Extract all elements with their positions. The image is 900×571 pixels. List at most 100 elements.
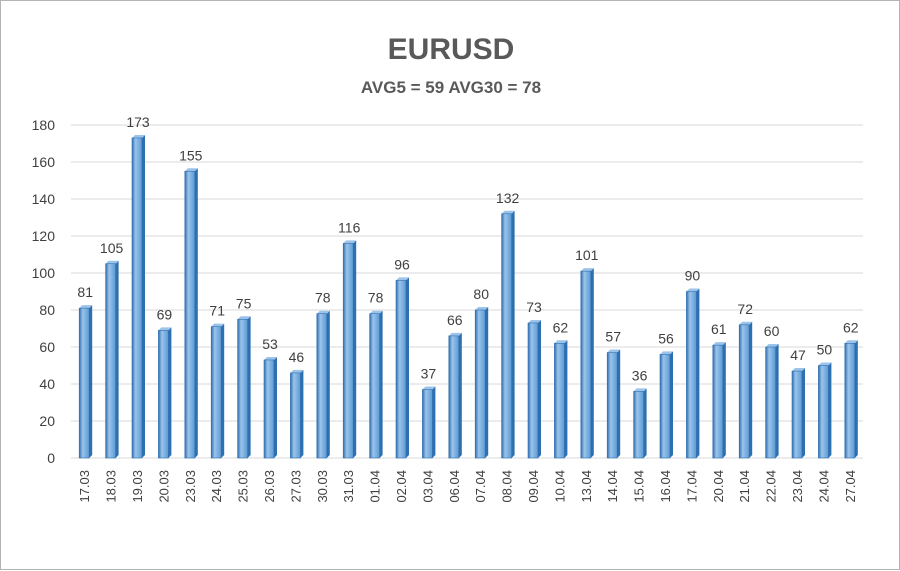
bar-top: [290, 369, 304, 373]
bar-top: [528, 319, 541, 323]
bar: [369, 310, 383, 459]
bar: [501, 210, 515, 459]
x-tick-label: 31.03: [341, 470, 356, 503]
data-label: 71: [209, 303, 225, 319]
bar: [554, 340, 568, 459]
bar-front: [342, 243, 354, 459]
bar-top: [501, 210, 515, 214]
x-tick-label: 23.04: [790, 470, 805, 503]
data-label: 53: [262, 336, 278, 352]
bar-side: [406, 277, 409, 458]
data-label: 72: [737, 301, 753, 317]
bar-side: [749, 321, 753, 458]
bar-side: [458, 332, 462, 458]
bar-side: [142, 134, 145, 458]
bar: [791, 368, 805, 459]
bar-side: [828, 362, 832, 458]
bar-top: [686, 288, 700, 292]
bar-side: [353, 240, 357, 458]
data-label: 50: [817, 342, 833, 358]
bar-side: [485, 307, 489, 458]
data-label: 73: [526, 299, 542, 315]
bar-side: [511, 210, 515, 458]
bar-front: [474, 309, 486, 459]
data-label: 78: [315, 290, 331, 306]
bar-side: [326, 310, 330, 458]
bar-front: [765, 346, 776, 459]
x-tick-label: 10.04: [552, 470, 567, 503]
y-tick-label: 0: [47, 450, 55, 466]
bar: [290, 369, 304, 459]
bar-side: [722, 342, 726, 458]
bar: [316, 310, 330, 459]
x-tick-label: 01.04: [368, 470, 383, 503]
x-tick-label: 27.04: [843, 470, 858, 503]
data-label: 101: [575, 247, 599, 263]
bar: [765, 344, 779, 459]
bar-front: [686, 291, 697, 459]
bar-side: [300, 369, 304, 458]
data-label: 116: [338, 219, 361, 235]
x-tick-label: 09.04: [526, 470, 541, 503]
bar-top: [475, 307, 489, 310]
bar-top: [554, 340, 568, 344]
bar: [606, 349, 621, 459]
data-label: 81: [77, 284, 93, 300]
bar-front: [580, 270, 592, 459]
y-tick-label: 120: [32, 228, 56, 244]
bar-front: [395, 280, 407, 459]
bar-front: [501, 213, 512, 459]
y-tick-label: 180: [32, 117, 56, 133]
x-axis-ticks: 17.03 18.03 19.03 20.03 23.03 24.03 25.03 26.03…: [77, 470, 858, 503]
data-label: 60: [764, 323, 780, 339]
bar-front: [78, 307, 90, 459]
bar-side: [538, 319, 541, 458]
bar: [237, 316, 251, 459]
chart-subtitle: AVG5 = 59 AVG30 = 78: [361, 78, 541, 97]
x-tick-label: 17.04: [684, 470, 699, 503]
data-label: 75: [236, 295, 252, 311]
bar-side: [617, 349, 621, 458]
bar-front: [131, 137, 143, 459]
y-axis-ticks: 0 20 40 60 80 100 120 140 160 180: [32, 117, 56, 466]
bar: [158, 327, 172, 459]
bar: [263, 356, 277, 459]
y-tick-label: 40: [39, 376, 55, 392]
data-label: 78: [368, 290, 384, 306]
data-label: 132: [496, 190, 520, 206]
bar-top: [792, 368, 805, 372]
bar-front: [738, 324, 750, 459]
bar-front: [791, 370, 803, 459]
bar-top: [396, 277, 409, 281]
data-label: 80: [473, 286, 489, 302]
data-labels: 81 105 173 69 155 71 75 53 46 78 116 78 96 37 66 80 132 7…: [77, 114, 858, 383]
bar-top: [264, 356, 277, 360]
bar: [78, 305, 93, 459]
y-tick-label: 80: [39, 302, 55, 318]
bar: [659, 351, 673, 459]
bar-front: [369, 313, 380, 459]
bar-side: [432, 386, 436, 458]
data-label: 46: [289, 349, 305, 365]
bar-front: [818, 365, 829, 459]
x-tick-label: 06.04: [447, 470, 462, 503]
x-tick-label: 15.04: [632, 470, 647, 503]
bar: [131, 134, 145, 459]
bar-front: [554, 342, 565, 459]
data-label: 69: [157, 306, 173, 322]
bar-front: [422, 389, 433, 459]
bar-side: [221, 323, 225, 458]
x-tick-label: 20.03: [156, 470, 171, 503]
bar: [448, 332, 462, 459]
bar-top: [184, 168, 198, 172]
bar-side: [802, 368, 805, 458]
x-tick-label: 20.04: [711, 470, 726, 503]
bar-top: [712, 342, 726, 346]
x-tick-label: 07.04: [473, 470, 488, 503]
bar: [527, 319, 541, 459]
bar-front: [844, 342, 856, 459]
bar: [686, 288, 700, 459]
bar-side: [247, 316, 251, 458]
bar-top: [237, 316, 251, 320]
